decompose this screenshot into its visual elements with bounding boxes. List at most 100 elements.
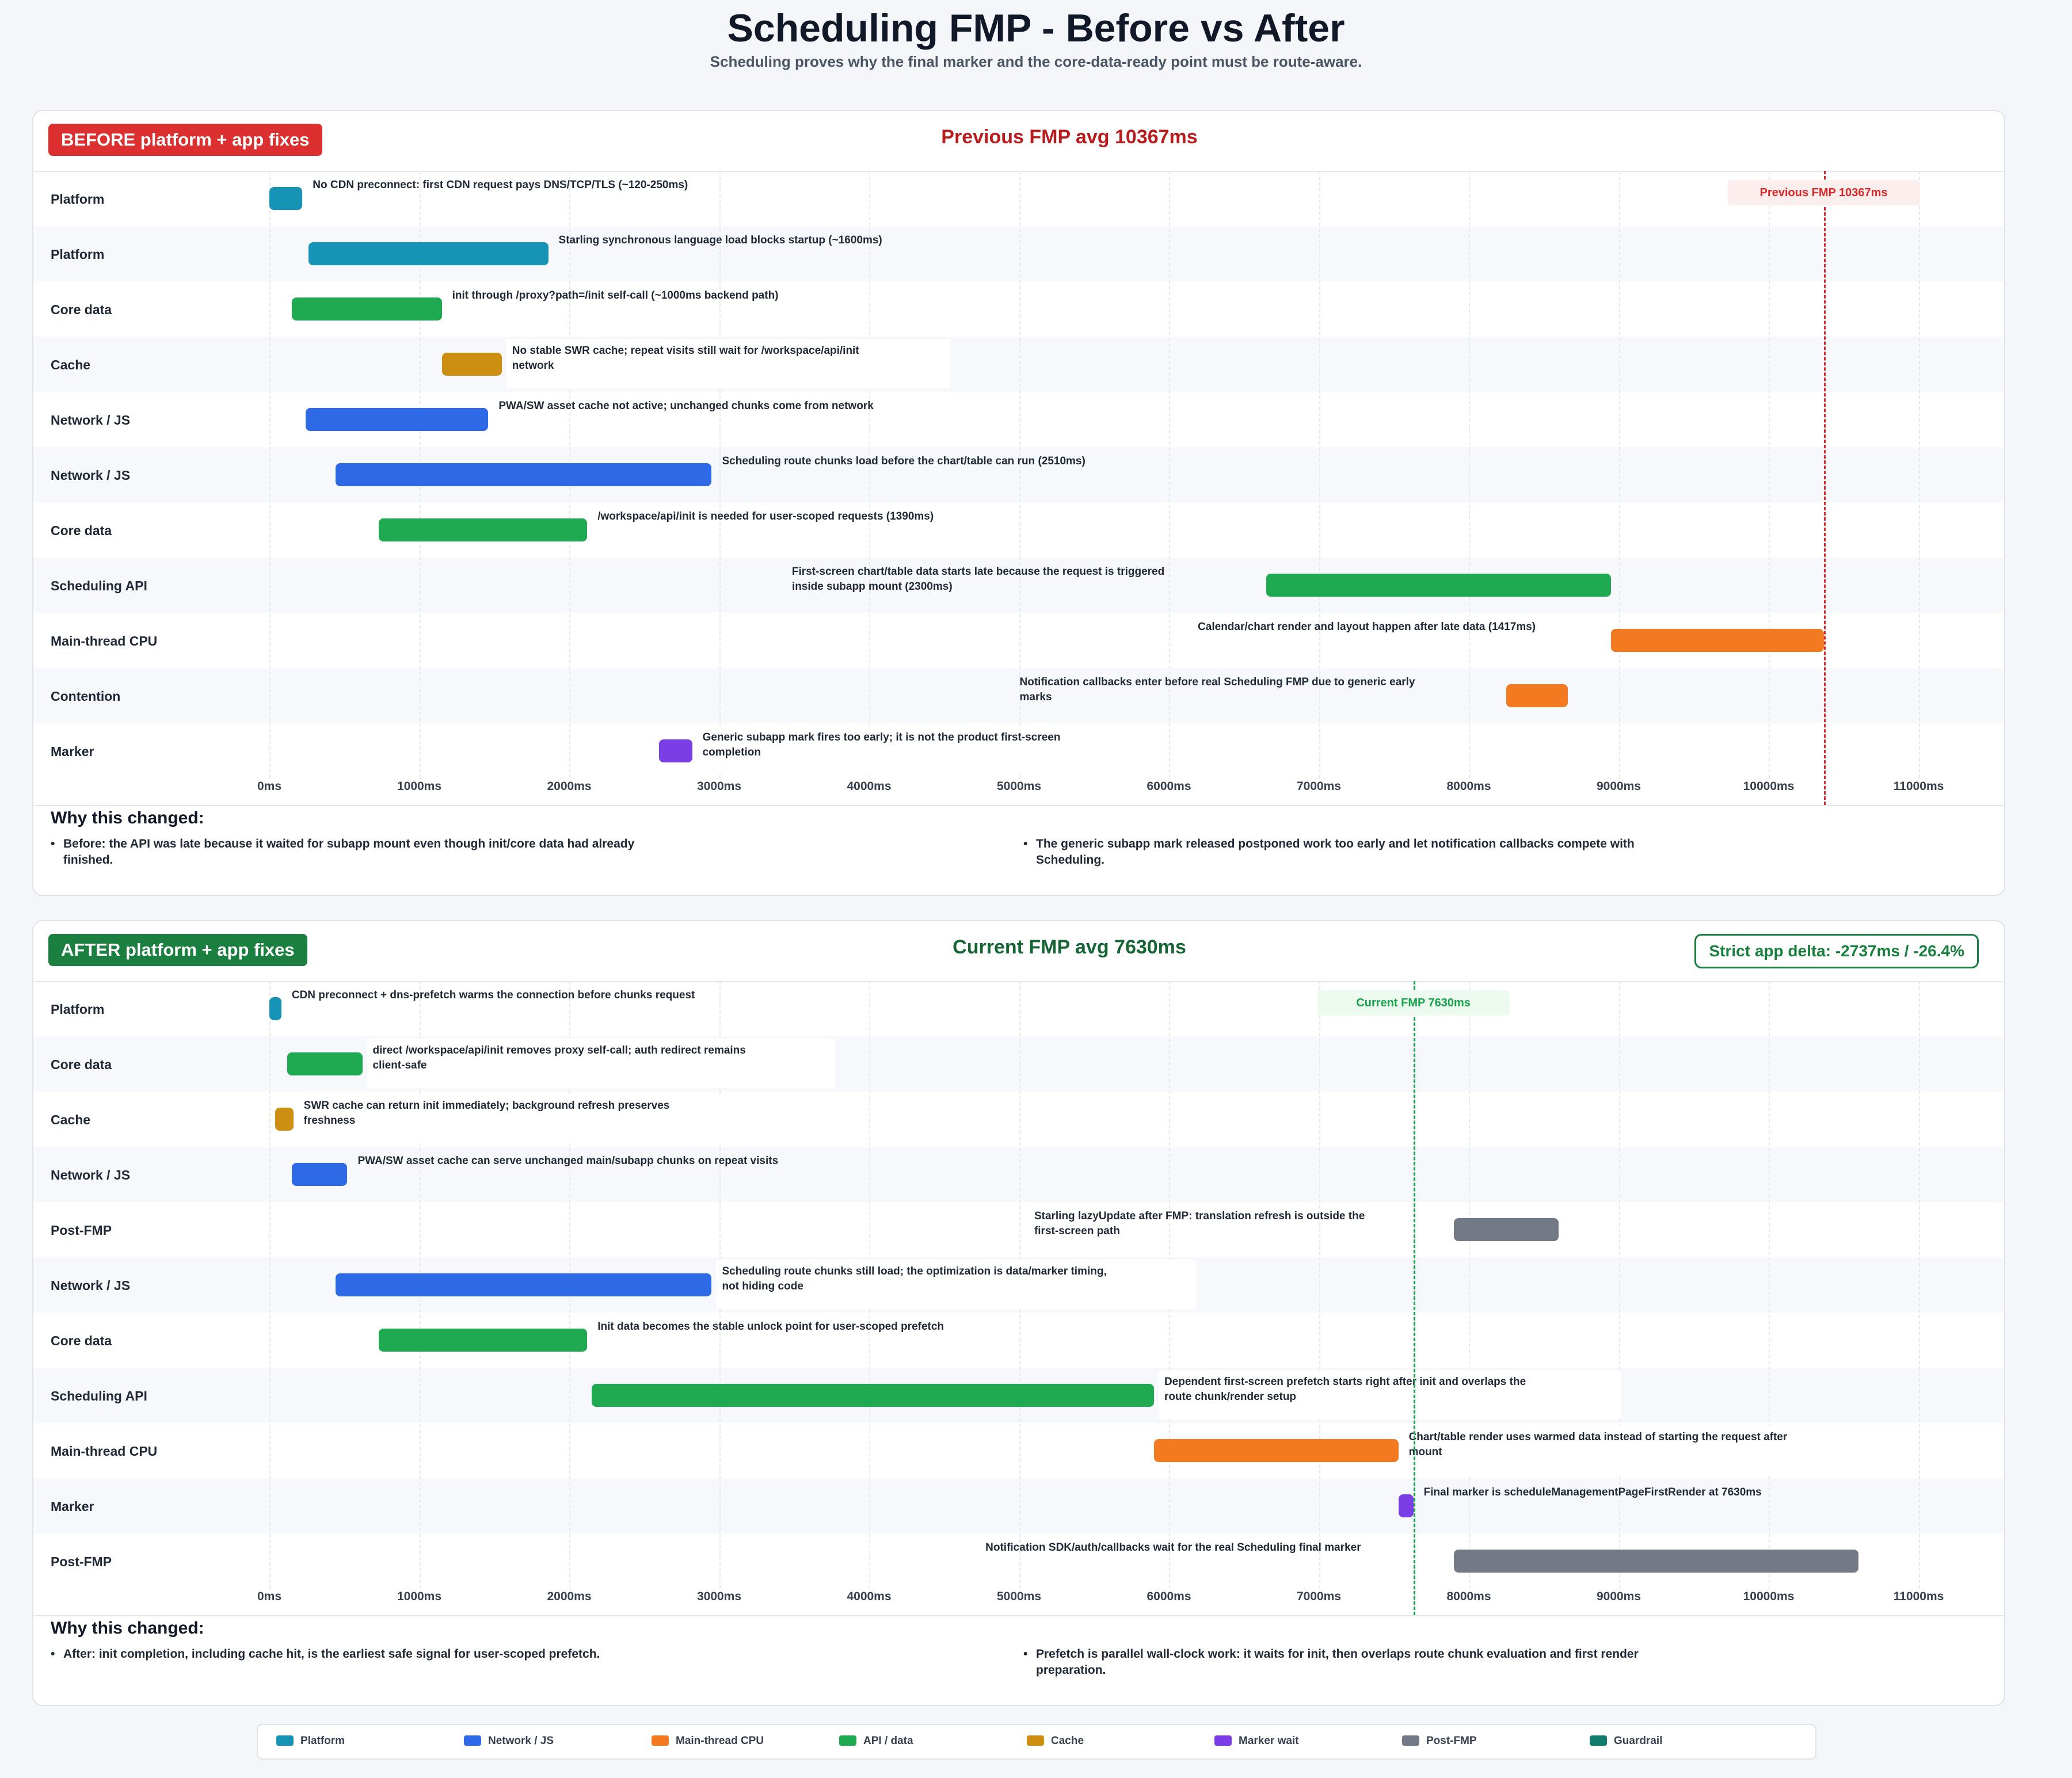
legend-swatch xyxy=(652,1735,669,1746)
timeline-row: Core data xyxy=(33,1312,2004,1368)
bar-annotation: PWA/SW asset cache can serve unchanged m… xyxy=(357,1155,779,1167)
page-subtitle: Scheduling proves why the final marker a… xyxy=(710,53,1362,70)
legend-item: Platform xyxy=(276,1735,345,1748)
legend: Platform Network / JS Main-thread CPU API /… xyxy=(257,1724,1816,1760)
timeline-row: Main-thread CPU xyxy=(33,613,2004,668)
timeline-bar xyxy=(1398,1494,1414,1517)
timeline-row: Scheduling API xyxy=(33,558,2004,613)
timeline-row: Cache xyxy=(33,1092,2004,1147)
lane-label: Scheduling API xyxy=(51,578,147,593)
bar-annotation: Starling synchronous language load block… xyxy=(558,234,882,246)
legend-label: Cache xyxy=(1051,1735,1084,1747)
lane-label: Marker xyxy=(51,1499,94,1514)
legend-swatch xyxy=(839,1735,856,1746)
lane-label: Platform xyxy=(51,247,105,262)
timeline-row: Platform xyxy=(33,171,2004,226)
timeline-row: Cache xyxy=(33,337,2004,392)
timeline-row: Network / JS xyxy=(33,392,2004,447)
lane-label: Marker xyxy=(51,744,94,759)
grid-line xyxy=(1918,171,1920,779)
timeline-row: Post-FMP xyxy=(33,1202,2004,1257)
timeline-bar xyxy=(1266,574,1612,597)
timeline-bar xyxy=(1506,684,1568,707)
timeline-row: Core data xyxy=(33,281,2004,337)
grid-line xyxy=(869,171,870,779)
timeline-row: Network / JS xyxy=(33,1147,2004,1202)
axis-tick-label: 7000ms xyxy=(1296,1590,1342,1603)
legend-label: Main-thread CPU xyxy=(676,1735,764,1747)
bar-annotation: Scheduling route chunks load before the … xyxy=(722,455,1085,467)
why-title: Why this changed: xyxy=(51,808,204,827)
legend-item: Post-FMP xyxy=(1402,1735,1477,1748)
timeline-row: Platform xyxy=(33,981,2004,1036)
bar-annotation: Generic subapp mark fires too early; it … xyxy=(702,731,1061,758)
grid-line xyxy=(1918,981,1920,1589)
lane-label: Cache xyxy=(51,1112,91,1127)
grid-line xyxy=(719,171,721,779)
bar-annotation: No stable SWR cache; repeat visits still… xyxy=(512,345,859,372)
note-background xyxy=(696,726,1153,775)
timeline-row: Contention xyxy=(33,668,2004,723)
header-divider xyxy=(33,981,2004,982)
legend-label: Post-FMP xyxy=(1426,1735,1477,1747)
timeline-bar xyxy=(379,518,588,541)
axis-tick-label: 9000ms xyxy=(1596,1590,1641,1603)
fmp-marker-line xyxy=(1413,981,1415,1615)
legend-item: Cache xyxy=(1027,1735,1084,1748)
lane-label: Contention xyxy=(51,689,121,704)
axis-tick-label: 10000ms xyxy=(1743,780,1795,793)
axis-tick-label: 0ms xyxy=(257,780,282,793)
grid-line xyxy=(1618,981,1620,1589)
axis-tick-label: 9000ms xyxy=(1596,780,1641,793)
fmp-average: Previous FMP avg 10367ms xyxy=(941,126,1198,148)
why-bullet: Prefetch is parallel wall-clock work: it… xyxy=(1023,1646,1646,1678)
legend-label: Platform xyxy=(300,1735,345,1747)
why-bullet: The generic subapp mark released postpon… xyxy=(1023,836,1646,868)
why-title: Why this changed: xyxy=(51,1619,204,1638)
why-bullet: Before: the API was late because it wait… xyxy=(51,836,673,868)
axis-tick-label: 3000ms xyxy=(696,780,742,793)
grid-line xyxy=(1019,171,1020,779)
delta-badge: Strict app delta: -2737ms / -26.4% xyxy=(1694,934,1979,968)
bar-annotation: CDN preconnect + dns-prefetch warms the … xyxy=(291,989,695,1001)
axis-divider xyxy=(33,1615,2004,1616)
timeline-bar xyxy=(441,353,502,376)
timeline-bar xyxy=(659,739,692,762)
timeline-row: Core data xyxy=(33,502,2004,558)
timeline-bar xyxy=(1153,1439,1399,1462)
timeline-bar xyxy=(269,997,281,1020)
timeline-bar xyxy=(308,242,549,265)
axis-tick-label: 8000ms xyxy=(1446,780,1491,793)
legend-label: Marker wait xyxy=(1239,1735,1299,1747)
fmp-average: Current FMP avg 7630ms xyxy=(953,936,1186,958)
bar-annotation: SWR cache can return init immediately; b… xyxy=(303,1100,670,1127)
bar-annotation: Dependent first-screen prefetch starts r… xyxy=(1164,1376,1526,1403)
lane-label: Network / JS xyxy=(51,1278,131,1293)
grid-line xyxy=(269,171,271,779)
lane-label: Cache xyxy=(51,357,91,372)
legend-item: Network / JS xyxy=(464,1735,554,1748)
note-background xyxy=(716,1260,1197,1309)
note-background xyxy=(1158,1370,1621,1420)
timeline-row: Main-thread CPU xyxy=(33,1423,2004,1478)
axis-tick-label: 11000ms xyxy=(1893,780,1944,793)
legend-swatch xyxy=(1590,1735,1607,1746)
grid-line xyxy=(269,981,271,1589)
axis-tick-label: 8000ms xyxy=(1446,1590,1491,1603)
timeline-bar xyxy=(305,408,489,431)
axis-tick-label: 1000ms xyxy=(397,780,442,793)
bar-annotation: /workspace/api/init is needed for user-s… xyxy=(597,510,934,522)
timeline-bar xyxy=(335,1273,712,1296)
axis-tick-label: 4000ms xyxy=(847,780,892,793)
lane-label: Scheduling API xyxy=(51,1388,147,1403)
fmp-marker-label: Current FMP 7630ms xyxy=(1317,990,1510,1016)
grid-line xyxy=(1469,171,1470,779)
panel-badge: AFTER platform + app fixes xyxy=(48,934,307,966)
timeline-bar xyxy=(379,1329,588,1352)
bar-annotation: direct /workspace/api/init removes proxy… xyxy=(372,1044,746,1071)
timeline-row: Marker xyxy=(33,1478,2004,1533)
bar-annotation: init through /proxy?path=/init self-call… xyxy=(452,289,779,302)
bar-annotation: Init data becomes the stable unlock poin… xyxy=(597,1321,944,1333)
bar-annotation: Calendar/chart render and layout happen … xyxy=(1198,621,1536,633)
legend-item: API / data xyxy=(839,1735,913,1748)
